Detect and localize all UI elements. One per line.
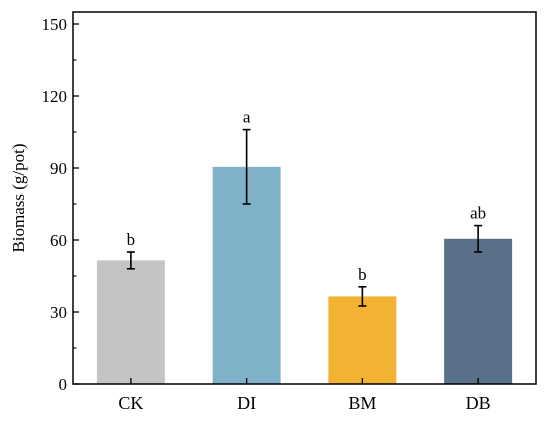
x-tick-label-bm: BM [348,393,376,413]
significance-label-db: ab [470,204,486,223]
y-axis-ticks: 0 30 60 90 120 150 [42,15,79,394]
bars-layer [96,166,513,384]
significance-label-ck: b [127,230,136,249]
y-axis-title: Biomass (g/pot) [9,143,28,252]
y-tick-label: 120 [42,87,68,106]
y-tick-label: 60 [50,231,67,250]
y-tick-label: 30 [50,303,67,322]
bar-db [444,238,513,384]
y-tick-label: 90 [50,159,67,178]
x-tick-label-db: DB [466,393,491,413]
error-bars-layer [126,128,483,307]
x-tick-label-ck: CK [118,393,143,413]
significance-label-di: a [243,108,251,127]
x-axis-ticks: CK DI BM DB [118,378,491,413]
y-tick-label: 150 [42,15,68,34]
significance-label-bm: b [358,265,367,284]
y-tick-label: 0 [59,375,68,394]
plot-frame [72,11,537,385]
bar-ck [96,260,165,384]
bar-bm [328,296,397,384]
x-tick-label-di: DI [237,393,256,413]
